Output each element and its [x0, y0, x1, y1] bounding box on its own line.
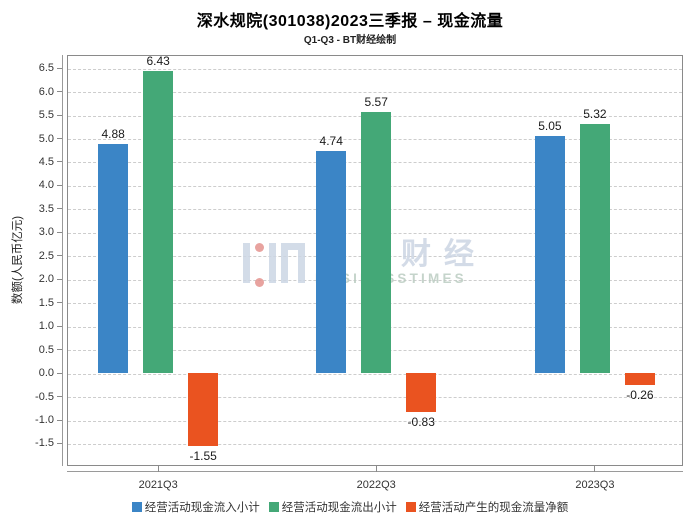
y-axis-spine	[62, 55, 63, 466]
legend-item: 经营活动产生的现金流量净额	[405, 499, 569, 515]
legend-swatch	[268, 502, 279, 512]
legend-item: 经营活动现金流出小计	[268, 499, 397, 515]
y-tickmark	[57, 208, 62, 210]
y-tick-label: 5.0	[38, 132, 54, 145]
y-tick-label: -1.0	[35, 414, 54, 427]
legend-item: 经营活动现金流入小计	[131, 499, 260, 515]
bar	[143, 71, 174, 374]
legend: 经营活动现金流入小计 经营活动现金流出小计 经营活动产生的现金流量净额	[0, 499, 700, 515]
y-tickmark	[57, 302, 62, 304]
x-tickmark	[157, 466, 159, 472]
bar-value-label: 5.32	[583, 106, 607, 121]
bar	[188, 373, 219, 446]
y-tick-label: 3.5	[38, 202, 54, 215]
y-tickmark	[57, 325, 62, 327]
y-tickmark	[57, 231, 62, 233]
bar	[361, 111, 392, 374]
y-tickmark	[57, 255, 62, 257]
x-tickmark	[594, 466, 596, 472]
x-axis-spine	[67, 471, 683, 472]
gridline	[68, 420, 682, 422]
bar	[406, 373, 437, 413]
gridline	[68, 443, 682, 445]
y-tick-label: 1.5	[38, 296, 54, 309]
legend-label: 经营活动现金流入小计	[144, 502, 260, 514]
chart-subtitle: Q1-Q3 - BT财经绘制	[303, 35, 397, 46]
bar	[316, 150, 347, 374]
x-tick-label: 2021Q3	[138, 479, 178, 491]
y-tickmark	[57, 372, 62, 374]
y-tickmark	[57, 278, 62, 280]
y-tickmark	[57, 114, 62, 116]
y-tick-label: -1.5	[35, 437, 54, 450]
x-tickmark	[375, 466, 377, 472]
bar-value-label: 4.88	[101, 127, 125, 142]
legend-label: 经营活动产生的现金流量净额	[418, 502, 569, 514]
y-tick-label: 3.0	[38, 226, 54, 239]
gridline	[68, 92, 682, 94]
bar	[534, 136, 565, 374]
y-tick-label: 1.0	[38, 320, 54, 333]
chart-title: 深水规院(301038)2023三季报 – 现金流量	[196, 13, 504, 30]
bar-value-label: 5.05	[538, 119, 562, 134]
y-tickmark	[57, 67, 62, 69]
y-tick-label: 0.5	[38, 343, 54, 356]
gridline	[68, 373, 682, 375]
legend-swatch	[405, 502, 416, 512]
bar-value-label: 4.74	[319, 133, 343, 148]
y-tick-label: -0.5	[35, 390, 54, 403]
y-tickmark	[57, 161, 62, 163]
gridline	[68, 68, 682, 70]
y-tick-label: 6.0	[38, 85, 54, 98]
legend-label: 经营活动现金流出小计	[281, 502, 397, 514]
x-tick-label: 2022Q3	[356, 479, 396, 491]
y-tick-label: 4.5	[38, 155, 54, 168]
y-tick-label: 0.0	[38, 367, 54, 380]
y-tickmark	[57, 138, 62, 139]
bar-value-label: -1.55	[189, 448, 217, 463]
legend-swatch	[131, 502, 142, 512]
y-tick-label: 2.5	[38, 249, 54, 262]
y-tickmark	[57, 419, 62, 421]
x-tick-label: 2023Q3	[575, 479, 615, 491]
y-tickmark	[57, 91, 62, 93]
y-tick-label: 6.5	[38, 62, 54, 75]
bar	[98, 144, 129, 374]
y-tickmark	[57, 442, 62, 444]
bar	[579, 123, 610, 374]
bar-value-label: -0.26	[626, 388, 654, 403]
y-tick-label: 4.0	[38, 179, 54, 192]
y-tickmark	[57, 396, 62, 398]
bar	[624, 373, 655, 386]
bar-value-label: 5.57	[364, 94, 388, 109]
bar-value-label: -0.83	[407, 415, 435, 430]
y-tickmark	[57, 349, 62, 351]
y-tick-label: 2.0	[38, 273, 54, 286]
y-tick-label: 5.5	[38, 109, 54, 122]
gridline	[68, 397, 682, 399]
bar-value-label: 6.43	[146, 54, 170, 69]
y-tickmark	[57, 184, 62, 186]
